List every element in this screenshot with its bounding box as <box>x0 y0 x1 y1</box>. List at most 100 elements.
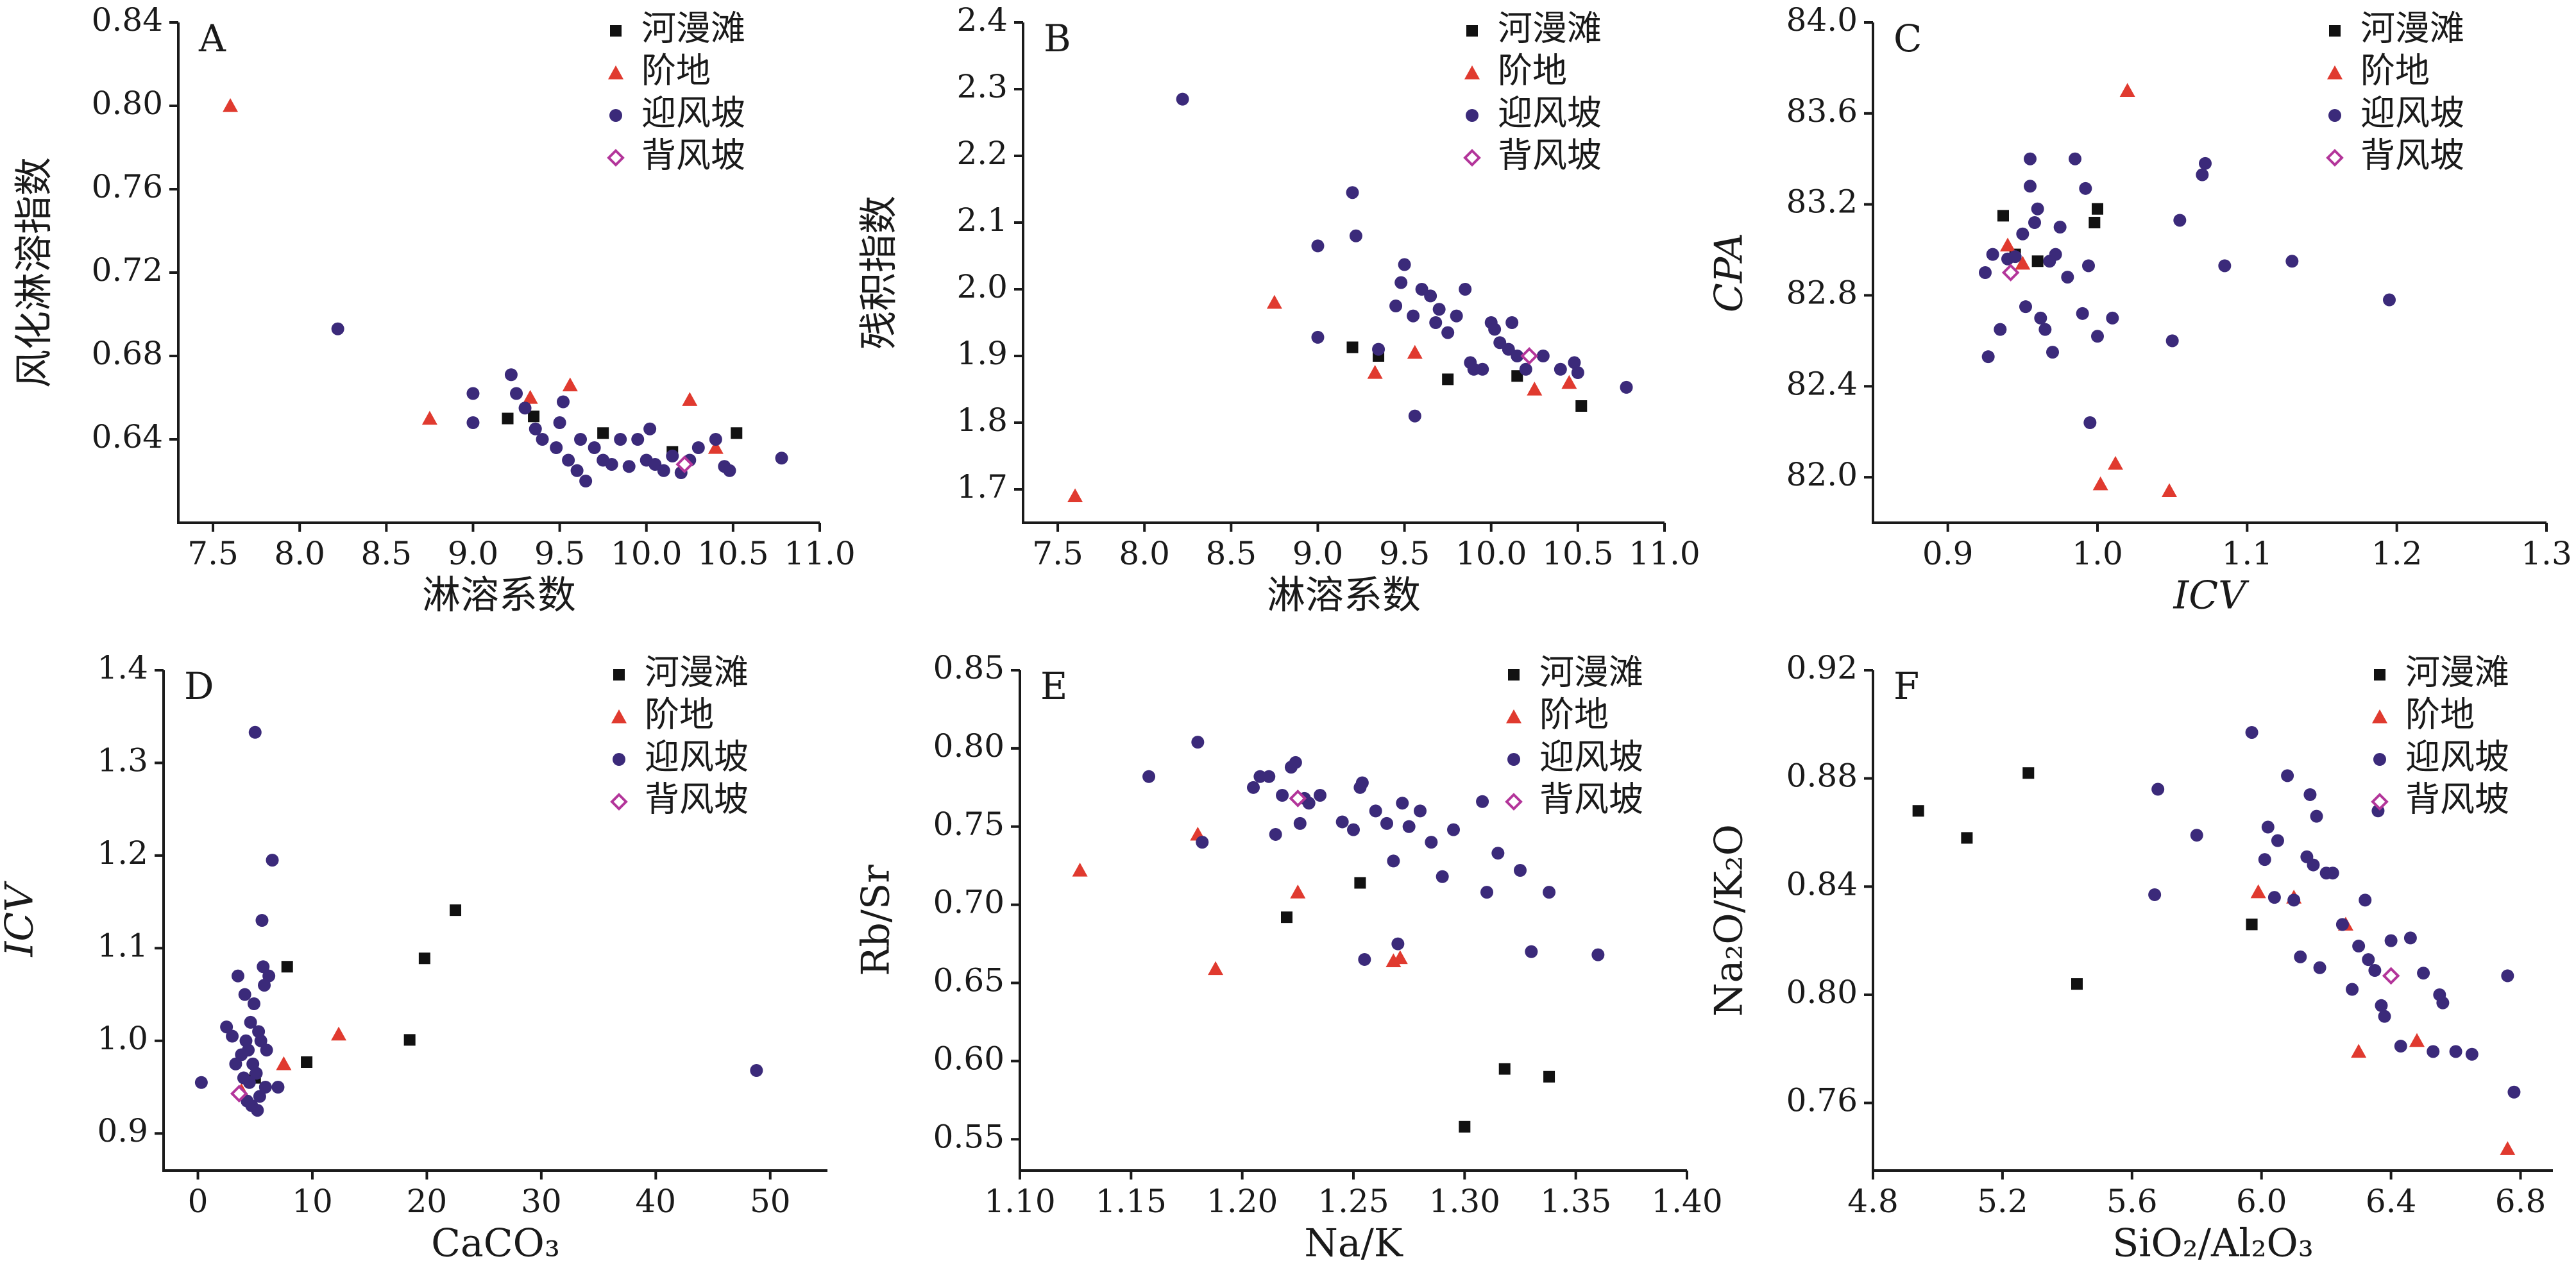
x-tick-label: 1.35 <box>1540 1183 1611 1220</box>
data-point-circle <box>750 1064 763 1077</box>
y-tick-label: 2.4 <box>956 1 1008 38</box>
data-point-diamond <box>1289 790 1307 808</box>
x-axis-label: CaCO₃ <box>431 1221 560 1266</box>
y-tick-label: 0.75 <box>933 806 1004 843</box>
data-point-circle <box>605 458 618 471</box>
data-point-circle <box>622 460 636 473</box>
data-point-circle <box>1979 266 1992 279</box>
y-axis-label: 风化淋溶指数 <box>12 157 57 388</box>
x-tick-label: 1.10 <box>984 1183 1055 1220</box>
x-tick-label: 7.5 <box>187 535 239 572</box>
data-point-circle <box>588 441 601 454</box>
legend-marker-diamond <box>607 149 625 167</box>
series-circle <box>1979 152 2396 429</box>
x-tick-label: 8.5 <box>1206 535 1257 572</box>
x-tick-label: 6.4 <box>2366 1183 2417 1220</box>
panel-B: 7.5 8.0 8.5 9.0 9.5 10.0 10.5 11.0 2.4 2.3 2.2 2.1 2… <box>857 1 1700 618</box>
legend-marker-square <box>1508 669 1520 681</box>
legend-marker-diamond <box>2326 149 2344 167</box>
data-point-circle <box>643 422 657 436</box>
legend-marker-diamond <box>1463 149 1481 167</box>
panel-letter: F <box>1894 664 1919 708</box>
data-point-circle <box>2261 820 2275 834</box>
legend-marker-square <box>1466 25 1478 37</box>
legend-entry: 背风坡 <box>1498 135 1602 176</box>
y-tick-label: 0.92 <box>1786 649 1858 686</box>
data-point-circle <box>1311 330 1325 344</box>
data-point-circle <box>709 433 722 446</box>
data-point-triangle <box>2000 237 2015 252</box>
y-tick-label: 0.65 <box>933 962 1004 999</box>
data-point-circle <box>1424 289 1437 303</box>
series-circle <box>194 725 763 1117</box>
data-point-circle <box>1476 795 1489 808</box>
data-point-circle <box>1436 870 1449 883</box>
data-point-circle <box>2310 809 2323 823</box>
y-tick-label: 0.85 <box>933 649 1004 686</box>
data-point-circle <box>1355 776 1369 790</box>
legend-entry: 迎风坡 <box>2405 737 2509 777</box>
data-point-triangle <box>2015 255 2031 270</box>
data-point-circle <box>2165 334 2179 348</box>
data-point-circle <box>614 433 627 446</box>
data-point-circle <box>254 1034 267 1047</box>
x-tick-label: 1.40 <box>1651 1183 1722 1220</box>
data-point-circle <box>2384 934 2398 947</box>
data-point-circle <box>2091 330 2104 343</box>
data-point-circle <box>229 1057 242 1070</box>
data-point-circle <box>504 368 518 382</box>
legend-marker-circle <box>1507 753 1520 766</box>
data-point-circle <box>657 464 670 477</box>
data-point-circle <box>1394 276 1408 289</box>
data-point-circle <box>1493 336 1507 350</box>
data-point-circle <box>2258 853 2271 867</box>
x-tick-label: 10.5 <box>1542 535 1613 572</box>
data-point-diamond <box>2382 967 2400 985</box>
data-point-square <box>2089 217 2101 228</box>
y-axis-label: ICV <box>0 881 42 958</box>
data-point-triangle <box>2409 1033 2425 1047</box>
x-tick-label: 6.8 <box>2495 1183 2546 1220</box>
y-axis-label: Rb/Sr <box>854 865 899 976</box>
data-point-circle <box>2053 221 2067 234</box>
y-tick-label: 0.80 <box>1786 974 1858 1011</box>
data-point-circle <box>1389 300 1403 312</box>
legend-marker-triangle <box>608 65 623 80</box>
legend-entry: 背风坡 <box>2405 779 2509 820</box>
data-point-circle <box>1289 756 1302 769</box>
data-point-circle <box>2019 300 2032 314</box>
legend-marker-circle <box>1466 109 1479 122</box>
y-tick-label: 1.1 <box>97 927 148 964</box>
data-point-circle <box>2335 918 2349 931</box>
data-point-triangle <box>562 377 578 392</box>
data-point-circle <box>2196 168 2209 182</box>
data-point-circle <box>666 450 679 462</box>
data-point-circle <box>1391 937 1405 951</box>
data-point-circle <box>1476 362 1489 376</box>
data-point-circle <box>1142 770 1156 783</box>
x-tick-label: 11.0 <box>784 535 855 572</box>
x-tick-label: 0.9 <box>1922 535 1974 572</box>
y-tick-label: 2.1 <box>956 201 1008 239</box>
data-point-triangle <box>1290 884 1306 899</box>
data-point-square <box>1498 1063 1511 1075</box>
data-point-circle <box>1568 356 1581 369</box>
y-tick-label: 82.4 <box>1786 365 1858 402</box>
data-point-circle <box>1247 781 1260 794</box>
x-tick-label: 1.30 <box>1429 1183 1500 1220</box>
legend-entry: 河漫滩 <box>645 652 749 693</box>
data-point-circle <box>2346 983 2359 996</box>
legend-entry: 迎风坡 <box>645 737 749 777</box>
x-tick-label: 6.0 <box>2236 1183 2287 1220</box>
data-point-square <box>1997 210 2009 222</box>
data-point-square <box>1511 370 1523 382</box>
data-point-circle <box>1488 323 1502 336</box>
x-tick-label: 10.0 <box>1455 535 1527 572</box>
data-point-circle <box>2106 311 2119 325</box>
data-point-circle <box>1253 770 1267 783</box>
data-point-triangle <box>1208 961 1224 976</box>
data-point-circle <box>1432 303 1446 316</box>
